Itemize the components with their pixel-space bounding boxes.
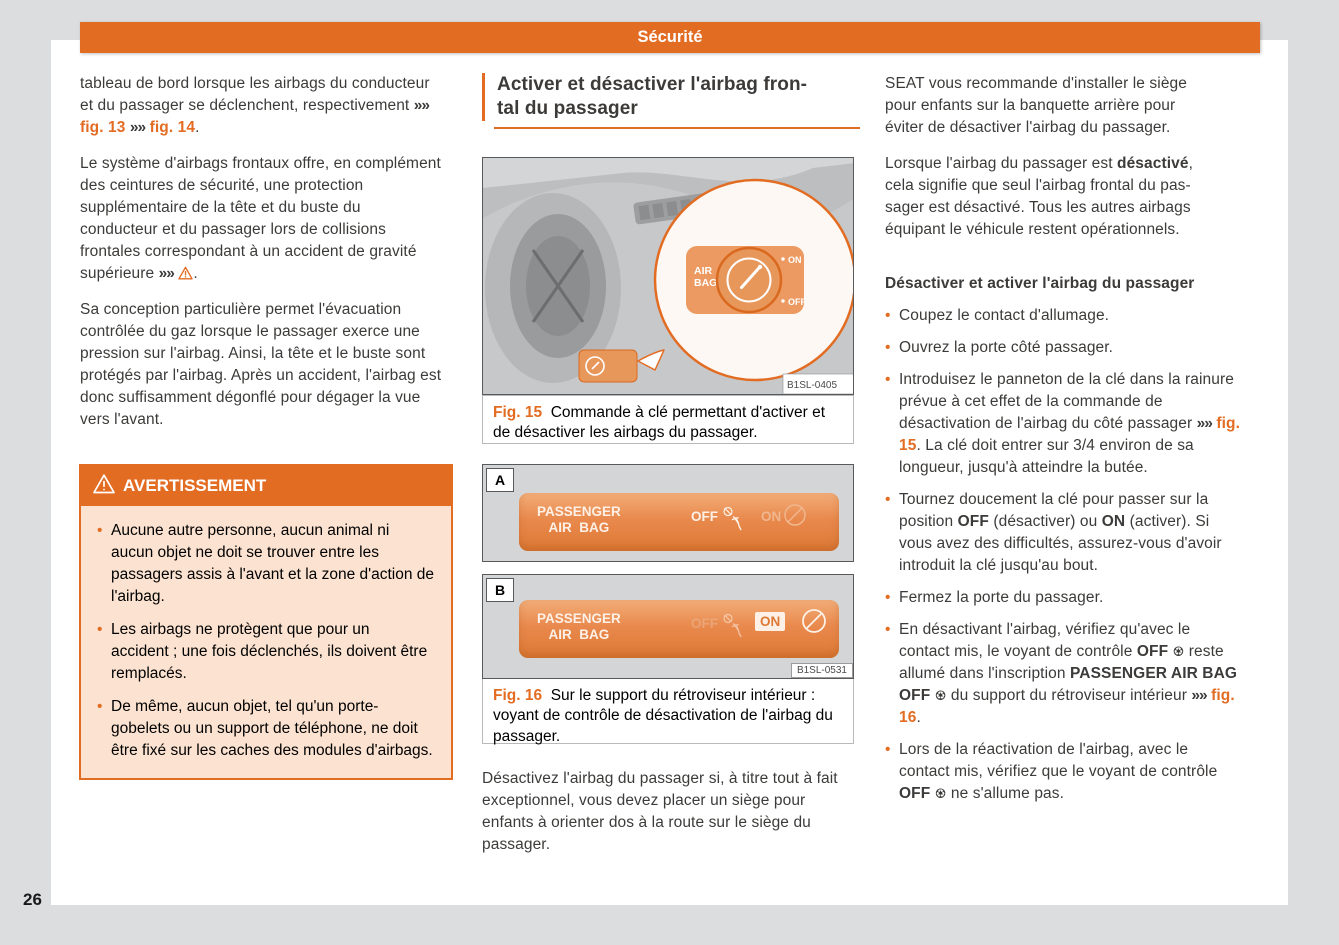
svg-text:ON: ON [788,255,802,265]
svg-text:OFF: OFF [788,297,806,307]
svg-text:B1SL-0405: B1SL-0405 [787,380,837,391]
svg-text:BAG: BAG [694,277,717,289]
svg-text:AIR: AIR [694,265,713,277]
